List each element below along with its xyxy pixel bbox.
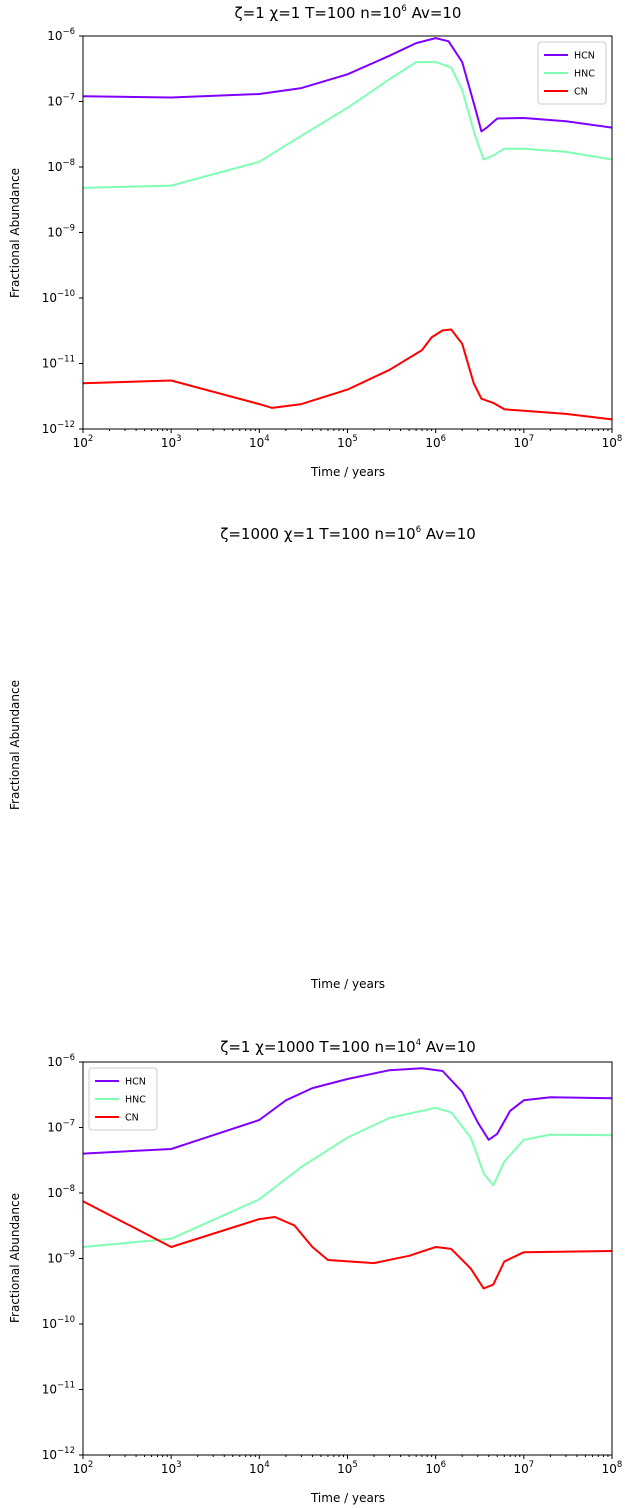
series-hcn-line bbox=[83, 37, 612, 133]
plot-area: 102 103 104 105 106 107 108 10−12 10−11 10−10 10−9… bbox=[42, 27, 623, 450]
y-tick-label: 10−8 bbox=[47, 1184, 75, 1200]
x-tick-label: 106 bbox=[425, 1460, 446, 1476]
y-tick-label: 10−7 bbox=[47, 1119, 75, 1135]
x-tick-label: 102 bbox=[73, 1460, 94, 1476]
y-axis-label: Fractional Abundance bbox=[8, 1193, 22, 1323]
legend-label-hcn: HCN bbox=[574, 51, 595, 62]
series-hnc-line bbox=[83, 61, 612, 189]
x-tick-label: 107 bbox=[513, 1460, 534, 1476]
x-tick-label: 104 bbox=[249, 1460, 270, 1476]
x-tick-label: 107 bbox=[513, 434, 534, 450]
panel-2: ζ=1000 χ=1 T=100 n=106 Av=10 Fractional … bbox=[8, 525, 622, 1476]
y-tick-label: 10−9 bbox=[47, 224, 75, 240]
y-axis-label: Fractional Abundance bbox=[8, 680, 22, 810]
legend-label-hnc: HNC bbox=[125, 1095, 146, 1106]
x-axis-label: Time / years bbox=[310, 977, 385, 991]
y-tick-label: 10−11 bbox=[42, 355, 75, 371]
x-tick-label: 104 bbox=[249, 434, 270, 450]
series-hnc-line bbox=[83, 1106, 612, 1248]
legend-label-cn: CN bbox=[574, 87, 588, 98]
x-tick-label: 105 bbox=[337, 1460, 358, 1476]
series-cn-line bbox=[83, 1200, 612, 1290]
panel-title: ζ=1 χ=1 T=100 n=106 Av=10 bbox=[235, 4, 462, 22]
x-tick-label: 102 bbox=[73, 434, 94, 450]
legend bbox=[88, 1067, 158, 1131]
x-tick-label: 103 bbox=[161, 434, 182, 450]
panel-title: ζ=1000 χ=1 T=100 n=106 Av=10 bbox=[220, 525, 476, 543]
x-tick-label: 108 bbox=[602, 434, 623, 450]
y-axis-label: Fractional Abundance bbox=[8, 168, 22, 298]
series-cn-line bbox=[83, 328, 612, 421]
y-tick-label: 10−8 bbox=[47, 158, 75, 174]
y-tick-label: 10−6 bbox=[47, 27, 75, 43]
y-tick-label: 10−11 bbox=[42, 1381, 75, 1397]
y-tick-label: 10−10 bbox=[42, 1315, 75, 1331]
panel-title: ζ=1 χ=1000 T=100 n=104 Av=10 bbox=[220, 1038, 476, 1056]
legend bbox=[537, 41, 607, 105]
x-tick-label: 108 bbox=[602, 1460, 623, 1476]
y-tick-label: 10−10 bbox=[42, 289, 75, 305]
y-tick-label: 10−12 bbox=[42, 1446, 75, 1462]
axes-frame bbox=[82, 35, 613, 430]
axes-frame bbox=[82, 1061, 613, 1456]
legend-label-hnc: HNC bbox=[574, 69, 595, 80]
panel-1: ζ=1 χ=1 T=100 n=106 Av=10 Fractional Abu… bbox=[8, 4, 622, 479]
series-hcn-line bbox=[83, 1067, 612, 1155]
plot-area: 102 103 104 105 106 107 108 10−12 10−11 10−10 10−9… bbox=[42, 1053, 623, 1476]
legend-label-cn: CN bbox=[125, 1113, 139, 1124]
x-tick-label: 106 bbox=[425, 434, 446, 450]
x-axis-label: Time / years bbox=[310, 465, 385, 479]
y-tick-label: 10−6 bbox=[47, 1053, 75, 1069]
y-tick-label: 10−7 bbox=[47, 93, 75, 109]
x-tick-label: 105 bbox=[337, 434, 358, 450]
x-tick-label: 103 bbox=[161, 1460, 182, 1476]
y-tick-label: 10−12 bbox=[42, 420, 75, 436]
panel-3: ζ=1 χ=1000 T=100 n=104 Av=10 Fractional … bbox=[8, 1038, 476, 1505]
y-tick-label: 10−9 bbox=[47, 1250, 75, 1266]
legend-label-hcn: HCN bbox=[125, 1077, 146, 1088]
x-axis-label: Time / years bbox=[310, 1491, 385, 1505]
